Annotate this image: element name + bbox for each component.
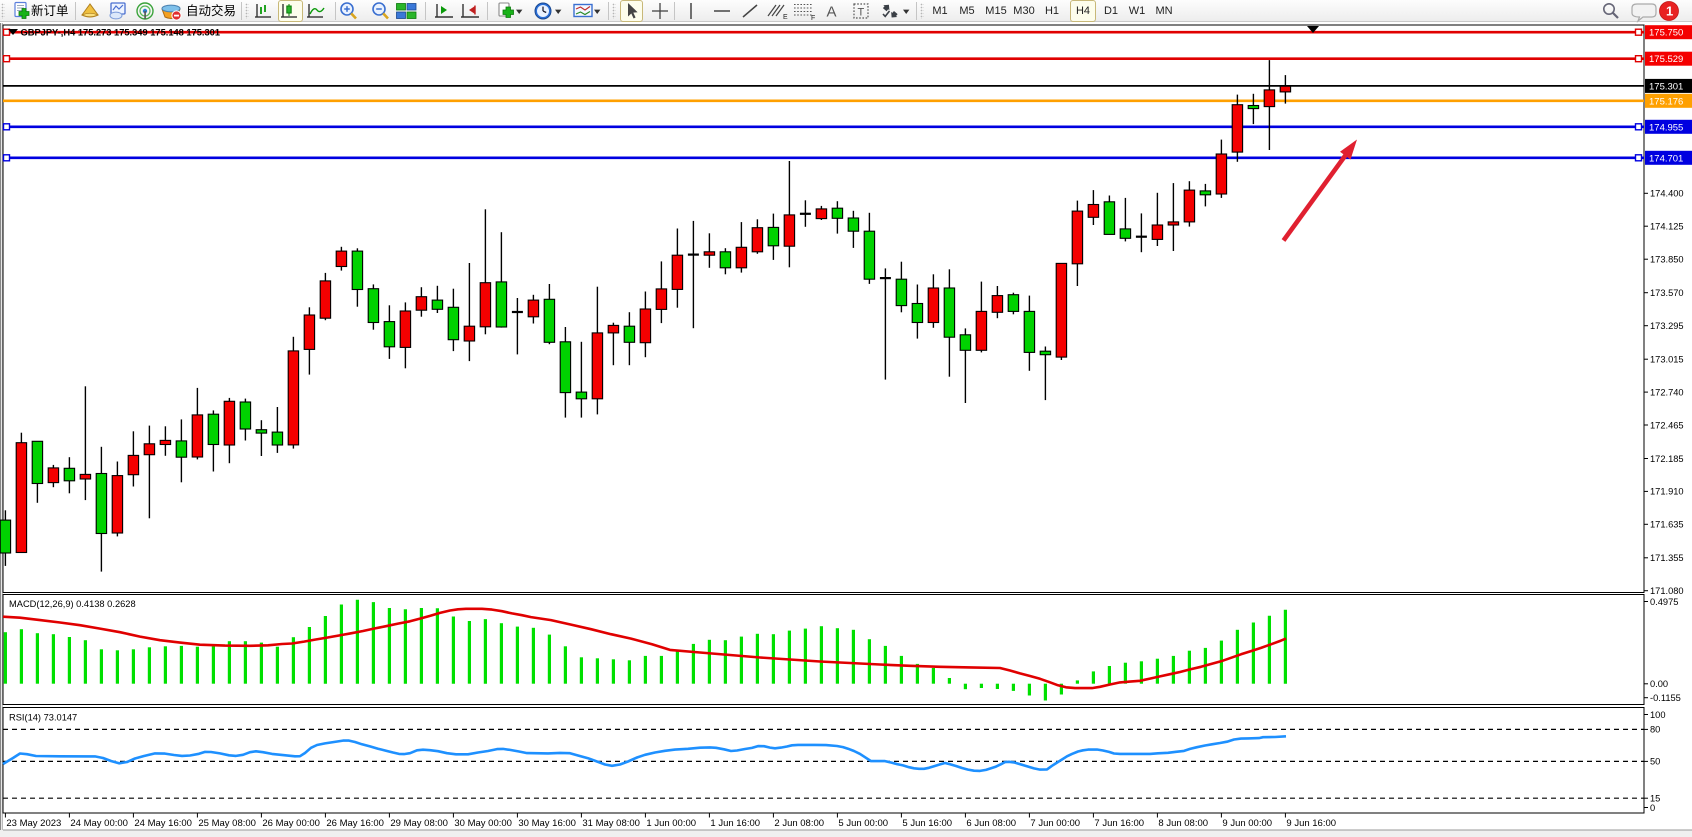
svg-text:174.400: 174.400 bbox=[1650, 189, 1684, 199]
svg-text:30 May 16:00: 30 May 16:00 bbox=[518, 818, 576, 829]
svg-text:173.015: 173.015 bbox=[1650, 355, 1684, 365]
svg-text:172.465: 172.465 bbox=[1650, 420, 1684, 430]
svg-text:175.529: 175.529 bbox=[1649, 54, 1683, 65]
svg-text:RSI(14) 73.0147: RSI(14) 73.0147 bbox=[9, 713, 77, 723]
svg-text:172.740: 172.740 bbox=[1650, 387, 1684, 397]
svg-text:7 Jun 16:00: 7 Jun 16:00 bbox=[1094, 818, 1144, 829]
svg-text:7 Jun 00:00: 7 Jun 00:00 bbox=[1030, 818, 1080, 829]
svg-text:23 May 2023: 23 May 2023 bbox=[6, 818, 61, 829]
svg-text:1: 1 bbox=[1666, 4, 1673, 19]
svg-text:0: 0 bbox=[1650, 803, 1655, 813]
svg-text:171.355: 171.355 bbox=[1650, 553, 1684, 563]
svg-text:A: A bbox=[827, 4, 837, 21]
svg-text:E: E bbox=[783, 14, 788, 21]
svg-text:50: 50 bbox=[1650, 757, 1660, 767]
svg-text:8 Jun 08:00: 8 Jun 08:00 bbox=[1158, 818, 1208, 829]
svg-text:31 May 08:00: 31 May 08:00 bbox=[582, 818, 640, 829]
svg-text:175.176: 175.176 bbox=[1649, 96, 1683, 107]
svg-text:5 Jun 00:00: 5 Jun 00:00 bbox=[838, 818, 888, 829]
svg-text:174.955: 174.955 bbox=[1649, 122, 1683, 133]
svg-text:29 May 08:00: 29 May 08:00 bbox=[390, 818, 448, 829]
svg-text:175.301: 175.301 bbox=[1649, 81, 1683, 92]
svg-text:GBPJPY-,H4 175.273 175.349 17: GBPJPY-,H4 175.273 175.349 175.148 175.3… bbox=[21, 28, 221, 38]
svg-text:0.4975: 0.4975 bbox=[1650, 597, 1678, 607]
svg-text:MACD(12,26,9) 0.4138 0.2628: MACD(12,26,9) 0.4138 0.2628 bbox=[9, 599, 136, 609]
svg-text:15: 15 bbox=[1650, 794, 1660, 804]
svg-text:24 May 00:00: 24 May 00:00 bbox=[70, 818, 128, 829]
svg-text:24 May 16:00: 24 May 16:00 bbox=[134, 818, 192, 829]
svg-text:171.080: 171.080 bbox=[1650, 586, 1684, 596]
svg-text:6 Jun 08:00: 6 Jun 08:00 bbox=[966, 818, 1016, 829]
svg-text:173.850: 173.850 bbox=[1650, 255, 1684, 265]
svg-text:100: 100 bbox=[1650, 710, 1666, 720]
svg-text:173.295: 173.295 bbox=[1650, 321, 1684, 331]
svg-text:26 May 00:00: 26 May 00:00 bbox=[262, 818, 320, 829]
svg-text:25 May 08:00: 25 May 08:00 bbox=[198, 818, 256, 829]
svg-text:80: 80 bbox=[1650, 725, 1660, 735]
svg-text:30 May 00:00: 30 May 00:00 bbox=[454, 818, 512, 829]
svg-text:1 Jun 00:00: 1 Jun 00:00 bbox=[646, 818, 696, 829]
svg-text:26 May 16:00: 26 May 16:00 bbox=[326, 818, 384, 829]
svg-text:172.185: 172.185 bbox=[1650, 454, 1684, 464]
svg-text:1 Jun 16:00: 1 Jun 16:00 bbox=[710, 818, 760, 829]
svg-text:174.701: 174.701 bbox=[1649, 153, 1683, 164]
svg-text:5 Jun 16:00: 5 Jun 16:00 bbox=[902, 818, 952, 829]
svg-text:0.00: 0.00 bbox=[1650, 679, 1668, 689]
svg-text:173.570: 173.570 bbox=[1650, 288, 1684, 298]
svg-text:-0.1155: -0.1155 bbox=[1650, 693, 1681, 703]
svg-text:171.910: 171.910 bbox=[1650, 487, 1684, 497]
svg-text:T: T bbox=[858, 7, 865, 19]
svg-text:F: F bbox=[811, 15, 815, 21]
svg-text:9 Jun 00:00: 9 Jun 00:00 bbox=[1222, 818, 1272, 829]
svg-text:2 Jun 08:00: 2 Jun 08:00 bbox=[774, 818, 824, 829]
svg-text:174.125: 174.125 bbox=[1650, 222, 1684, 232]
svg-text:175.750: 175.750 bbox=[1649, 28, 1683, 39]
svg-text:171.635: 171.635 bbox=[1650, 520, 1684, 530]
svg-text:9 Jun 16:00: 9 Jun 16:00 bbox=[1286, 818, 1336, 829]
